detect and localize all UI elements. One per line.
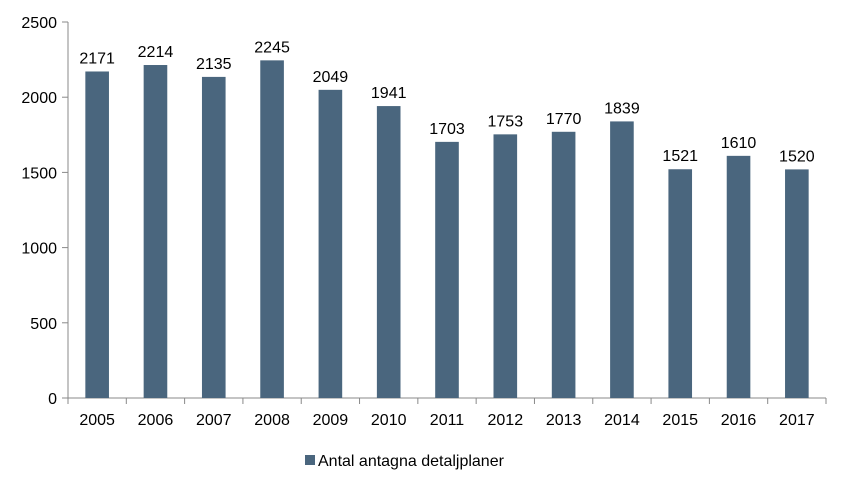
data-label-2010: 1941 xyxy=(371,85,407,102)
y-axis: 0 500 1000 1500 2000 2500 xyxy=(21,15,69,408)
data-label-2005: 2171 xyxy=(79,50,115,67)
legend-label: Antal antagna detaljplaner xyxy=(318,453,505,470)
y-tick-label: 2500 xyxy=(21,15,57,32)
bar-2009 xyxy=(318,89,343,399)
x-tick-label: 2010 xyxy=(371,412,407,429)
data-label-2007: 2135 xyxy=(196,56,232,73)
y-tick-label: 0 xyxy=(48,391,57,408)
x-tick-label: 2016 xyxy=(721,412,757,429)
bar-2007 xyxy=(201,76,226,399)
x-tick-label: 2014 xyxy=(604,412,640,429)
x-tick-label: 2012 xyxy=(488,412,524,429)
data-label-2016: 1610 xyxy=(721,135,757,152)
x-axis: 2005 2006 2007 2008 2009 2010 2011 2012 2013 2014… xyxy=(67,397,827,429)
bar-2014 xyxy=(610,121,634,398)
bars-group xyxy=(85,60,809,399)
y-tick-label: 2000 xyxy=(21,90,57,107)
y-tick-label: 1500 xyxy=(21,165,57,182)
bar-2011 xyxy=(435,141,459,398)
bar-2005 xyxy=(85,71,109,398)
bar-2012 xyxy=(493,134,518,398)
y-tick-label: 1000 xyxy=(21,241,57,258)
bar-2006 xyxy=(143,65,168,398)
x-tick-label: 2015 xyxy=(662,412,698,429)
legend: Antal antagna detaljplaner xyxy=(305,453,505,470)
data-labels-group: 2171 2214 2135 2245 2049 1941 1703 1753 1770 1839… xyxy=(79,39,814,165)
x-tick-label: 2007 xyxy=(196,412,232,429)
x-tick-label: 2008 xyxy=(254,412,290,429)
legend-swatch xyxy=(305,455,315,465)
bar-2015 xyxy=(668,169,693,398)
data-label-2008: 2245 xyxy=(254,39,290,56)
data-label-2011: 1703 xyxy=(429,121,465,138)
data-label-2015: 1521 xyxy=(662,148,698,165)
bar-2016 xyxy=(726,155,751,398)
x-tick-label: 2013 xyxy=(546,412,582,429)
data-label-2012: 1753 xyxy=(488,113,524,130)
data-label-2014: 1839 xyxy=(604,100,640,117)
bar-2008 xyxy=(260,60,284,399)
bar-2017 xyxy=(785,169,809,398)
y-tick-label: 500 xyxy=(30,316,57,333)
x-tick-label: 2006 xyxy=(138,412,174,429)
data-label-2013: 1770 xyxy=(546,111,582,128)
data-label-2009: 2049 xyxy=(313,69,349,86)
bar-2013 xyxy=(551,131,576,399)
data-label-2017: 1520 xyxy=(779,148,815,165)
x-tick-label: 2011 xyxy=(430,412,465,429)
x-tick-label: 2005 xyxy=(79,412,115,429)
bar-2010 xyxy=(376,106,401,398)
data-label-2006: 2214 xyxy=(138,44,174,61)
x-tick-label: 2017 xyxy=(779,412,815,429)
x-tick-label: 2009 xyxy=(313,412,349,429)
